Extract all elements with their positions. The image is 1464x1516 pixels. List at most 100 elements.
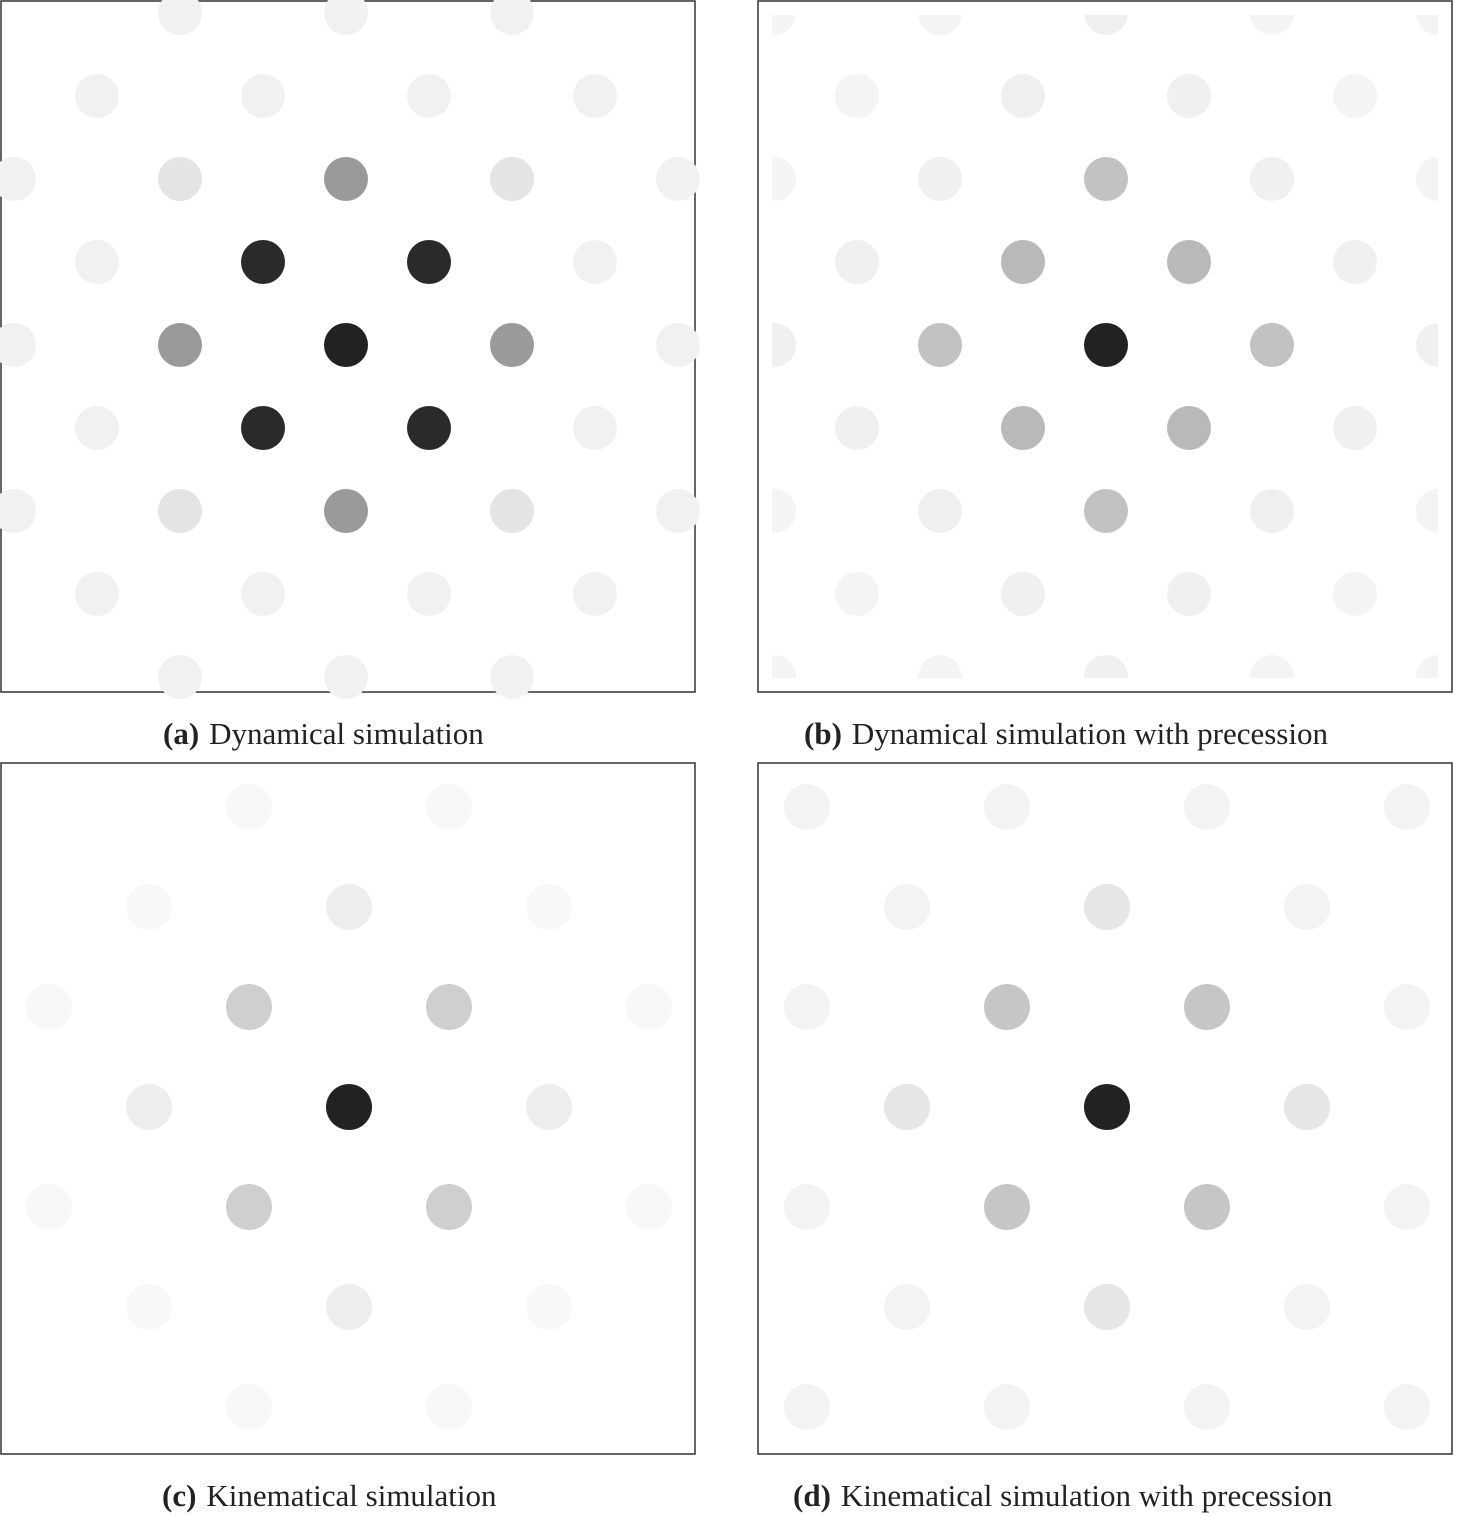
diffraction-spot xyxy=(158,0,202,35)
diffraction-spot xyxy=(1416,323,1438,367)
caption-d: (d) Kinematical simulation with precessio… xyxy=(793,1478,1332,1514)
diffraction-spot xyxy=(573,74,617,118)
diffraction-spot xyxy=(0,323,36,367)
diffraction-spot xyxy=(784,984,830,1030)
diffraction-spot xyxy=(573,406,617,450)
diffraction-spot xyxy=(626,984,672,1030)
diffraction-spot xyxy=(490,655,534,699)
diffraction-spot xyxy=(1001,572,1045,616)
diffraction-spot xyxy=(324,655,368,699)
caption-text: Kinematical simulation xyxy=(206,1478,497,1513)
diffraction-spot xyxy=(526,1284,572,1330)
diffraction-spot xyxy=(526,1084,572,1130)
caption-text: Dynamical simulation xyxy=(209,716,484,751)
diffraction-spot xyxy=(126,1084,172,1130)
diffraction-spot xyxy=(1184,784,1230,830)
diffraction-spot xyxy=(573,240,617,284)
diffraction-spot xyxy=(835,406,879,450)
diffraction-spot xyxy=(241,74,285,118)
diffraction-spot xyxy=(426,984,472,1030)
caption-label: (a) xyxy=(163,716,200,751)
pattern-c xyxy=(26,784,672,1430)
diffraction-spot xyxy=(241,572,285,616)
diffraction-spot xyxy=(1001,406,1045,450)
diffraction-spot xyxy=(241,240,285,284)
diffraction-spot xyxy=(1167,240,1211,284)
diffraction-spot xyxy=(1333,74,1377,118)
diffraction-spot xyxy=(1184,984,1230,1030)
diffraction-spot xyxy=(772,323,796,367)
diffraction-spot xyxy=(1084,157,1128,201)
diffraction-spot xyxy=(1333,572,1377,616)
caption-text: Kinematical simulation with precession xyxy=(840,1478,1333,1513)
diffraction-spot xyxy=(1167,406,1211,450)
diffraction-spot xyxy=(75,74,119,118)
pattern-b xyxy=(772,15,1438,678)
diffraction-spot xyxy=(326,884,372,930)
diffraction-spot xyxy=(226,1184,272,1230)
diffraction-spot xyxy=(1001,74,1045,118)
diffraction-spot xyxy=(1167,74,1211,118)
diffraction-spot xyxy=(126,1284,172,1330)
diffraction-spot xyxy=(1250,15,1294,35)
diffraction-spot xyxy=(656,323,700,367)
diffraction-spot xyxy=(784,1384,830,1430)
diffraction-spot xyxy=(1384,784,1430,830)
diffraction-spot xyxy=(158,655,202,699)
diffraction-spot xyxy=(26,1184,72,1230)
diffraction-spot xyxy=(324,0,368,35)
caption-c: (c) Kinematical simulation xyxy=(162,1478,497,1514)
diffraction-spot xyxy=(0,489,36,533)
diffraction-spot xyxy=(984,1384,1030,1430)
diffraction-spot xyxy=(656,489,700,533)
diffraction-spot xyxy=(1250,157,1294,201)
diffraction-spot xyxy=(1284,1284,1330,1330)
diffraction-spot xyxy=(918,323,962,367)
diffraction-spot xyxy=(1384,1384,1430,1430)
diffraction-spot xyxy=(407,572,451,616)
diffraction-spot xyxy=(407,240,451,284)
diffraction-spot xyxy=(426,1184,472,1230)
diffraction-spot xyxy=(426,784,472,830)
diffraction-spot xyxy=(1250,655,1294,678)
diffraction-spot xyxy=(226,984,272,1030)
diffraction-spot xyxy=(1416,157,1438,201)
diffraction-spot xyxy=(784,784,830,830)
diffraction-spot xyxy=(772,15,796,35)
diffraction-spot xyxy=(1084,1284,1130,1330)
diffraction-spot xyxy=(656,157,700,201)
diffraction-spot xyxy=(884,1084,930,1130)
caption-label: (c) xyxy=(162,1478,197,1513)
diffraction-spot xyxy=(1416,15,1438,35)
diffraction-spot xyxy=(835,240,879,284)
diffraction-spot xyxy=(918,157,962,201)
diffraction-spot xyxy=(126,884,172,930)
diffraction-spot xyxy=(1084,655,1128,678)
diffraction-spot xyxy=(1333,240,1377,284)
diffraction-spot xyxy=(226,784,272,830)
diffraction-spot xyxy=(226,1384,272,1430)
diffraction-spot xyxy=(835,572,879,616)
diffraction-spot xyxy=(1416,655,1438,678)
diffraction-spot xyxy=(75,572,119,616)
diffraction-spot xyxy=(835,74,879,118)
diffraction-spot xyxy=(984,784,1030,830)
diffraction-spot xyxy=(407,406,451,450)
diffraction-spot xyxy=(984,984,1030,1030)
diffraction-spot xyxy=(1333,406,1377,450)
caption-a: (a) Dynamical simulation xyxy=(163,716,484,752)
diffraction-spot xyxy=(324,323,368,367)
diffraction-spot xyxy=(626,1184,672,1230)
pattern-d xyxy=(784,784,1430,1430)
diffraction-spot xyxy=(1250,323,1294,367)
diffraction-spot xyxy=(1084,1084,1130,1130)
diffraction-spot xyxy=(573,572,617,616)
diffraction-spot xyxy=(1284,884,1330,930)
diffraction-spot xyxy=(1001,240,1045,284)
diffraction-spot xyxy=(984,1184,1030,1230)
diffraction-spot xyxy=(158,323,202,367)
diffraction-spot xyxy=(772,157,796,201)
diffraction-spot xyxy=(1284,1084,1330,1130)
diffraction-spot xyxy=(158,157,202,201)
